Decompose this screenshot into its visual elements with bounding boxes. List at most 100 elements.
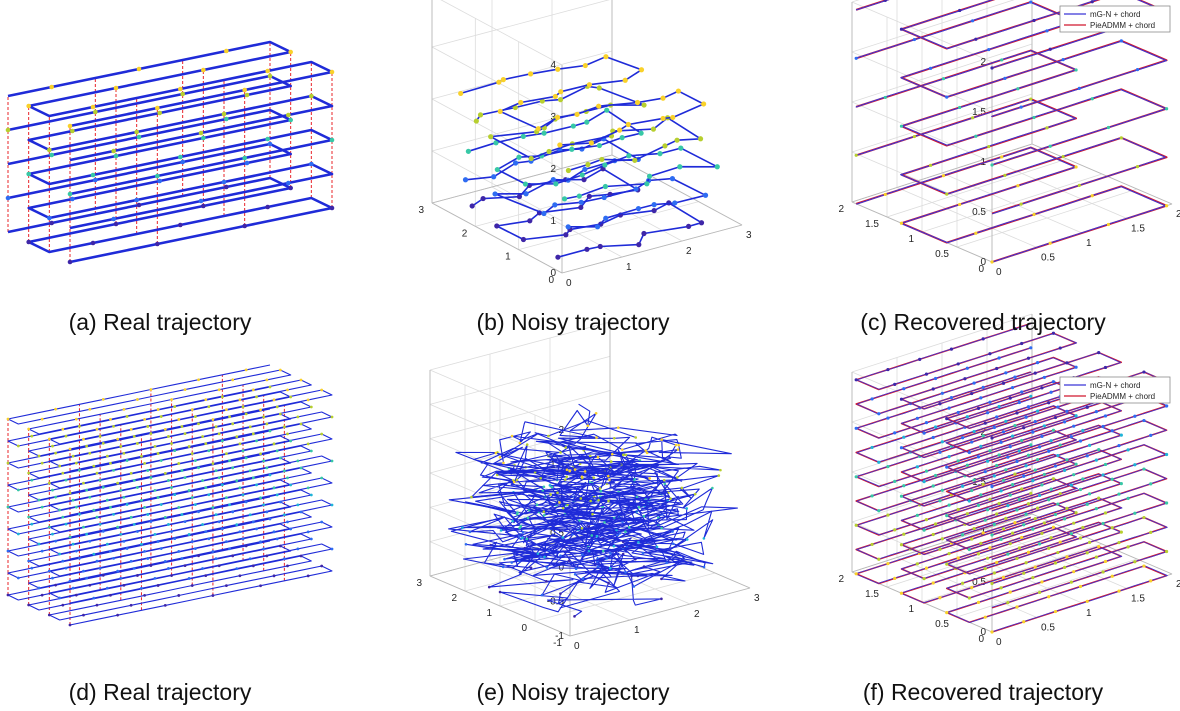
axis-edge [431, 202, 563, 274]
trajectory-node [58, 596, 62, 600]
trajectory-node [125, 503, 129, 506]
trajectory-node [207, 405, 211, 409]
x-tick-label: 1 [626, 262, 632, 273]
trajectory-node [134, 129, 139, 135]
trajectory-node [193, 459, 197, 463]
trajectory-node [58, 552, 62, 556]
recovered-node [1074, 165, 1078, 169]
trajectory-node [40, 505, 44, 509]
noisy-node [503, 557, 506, 561]
recovered-node [967, 499, 971, 503]
recovered-node [1142, 370, 1146, 374]
noisy-node [603, 54, 609, 60]
trajectory-node [299, 378, 303, 382]
recovered-node [1026, 550, 1031, 554]
noisy-node [500, 77, 506, 83]
noisy-node [617, 127, 623, 133]
trajectory-node [26, 239, 31, 245]
trajectory-node [82, 525, 85, 529]
trajectory-node [40, 461, 44, 465]
noisy-node [518, 441, 522, 445]
noisy-node [626, 153, 632, 159]
recovered-node [1119, 39, 1123, 43]
trajectory-node [90, 172, 96, 178]
trajectory-node [70, 128, 75, 134]
trajectory-node [98, 566, 102, 570]
trajectory-node [173, 537, 177, 541]
recovered-node [1101, 570, 1105, 574]
recovered-node [1085, 599, 1089, 603]
trajectory-node [157, 178, 162, 184]
noisy-node [662, 478, 666, 482]
x-tick-label: 3 [746, 230, 752, 241]
trajectory-node [167, 479, 170, 482]
axis-edge [1031, 143, 1173, 205]
recovered-node [1035, 409, 1040, 413]
trajectory-node [187, 445, 191, 448]
recovered-node [902, 532, 906, 536]
trajectory-node [201, 67, 206, 73]
noisy-node [586, 193, 592, 199]
trajectory-node [49, 220, 54, 226]
trajectory-node [170, 486, 173, 489]
noisy-node [635, 495, 639, 499]
trajectory-node [82, 437, 85, 441]
recovered-node [1010, 483, 1015, 487]
noisy-node [552, 93, 558, 100]
x-tick-label: 1.5 [1131, 224, 1145, 235]
noisy-node [596, 103, 602, 109]
recovered-node [999, 489, 1003, 493]
noisy-node [521, 536, 524, 540]
trajectory-node [248, 469, 252, 473]
recovered-node [1020, 535, 1024, 540]
trajectory-node [30, 478, 34, 482]
trajectory-node [159, 415, 163, 418]
trajectory-node [149, 564, 153, 567]
recovered-node [970, 391, 974, 396]
recovered-node [1065, 409, 1069, 413]
recovered-node [1077, 86, 1081, 90]
trajectory-node [268, 429, 272, 433]
recovered-node [972, 429, 976, 434]
noisy-node [550, 176, 556, 183]
legend-label: mG-N + chord [1090, 10, 1140, 19]
noisy-node [648, 477, 651, 480]
noisy-node [651, 202, 657, 208]
y-tick-label: 3 [418, 205, 424, 216]
recovered-node [1094, 458, 1098, 462]
recovered-node [1117, 492, 1121, 496]
noisy-node [612, 436, 616, 440]
trajectory-node [204, 486, 208, 490]
trajectory-node [180, 557, 184, 560]
trajectory-node [6, 461, 10, 465]
trajectory-node [61, 471, 65, 475]
trajectory-node [220, 395, 224, 399]
noisy-node [520, 236, 527, 243]
z-tick-label: 4 [550, 60, 556, 71]
recovered-node [922, 577, 926, 581]
trajectory-node [37, 542, 41, 546]
noisy-node [598, 487, 602, 490]
recovered-node [915, 513, 919, 517]
noisy-node [552, 202, 558, 208]
trajectory-node [16, 488, 20, 492]
trajectory-node [265, 204, 270, 210]
noisy-node [609, 460, 613, 463]
trajectory-node [201, 203, 206, 209]
trajectory-node [5, 195, 11, 201]
trajectory-node [211, 506, 215, 509]
noisy-node [608, 566, 612, 570]
trajectory-node [201, 567, 204, 570]
trajectory-node [289, 439, 293, 443]
trajectory-node [105, 542, 109, 546]
trajectory-line [7, 386, 333, 472]
recovered-node [1003, 76, 1007, 80]
noisy-node [501, 565, 505, 569]
noisy-node [634, 99, 641, 106]
trajectory-node [71, 586, 75, 590]
trajectory-node [178, 154, 183, 160]
recovered-node [983, 567, 987, 571]
trajectory-node [51, 576, 54, 580]
grid-line [429, 472, 571, 534]
recovered-node [1051, 380, 1056, 384]
